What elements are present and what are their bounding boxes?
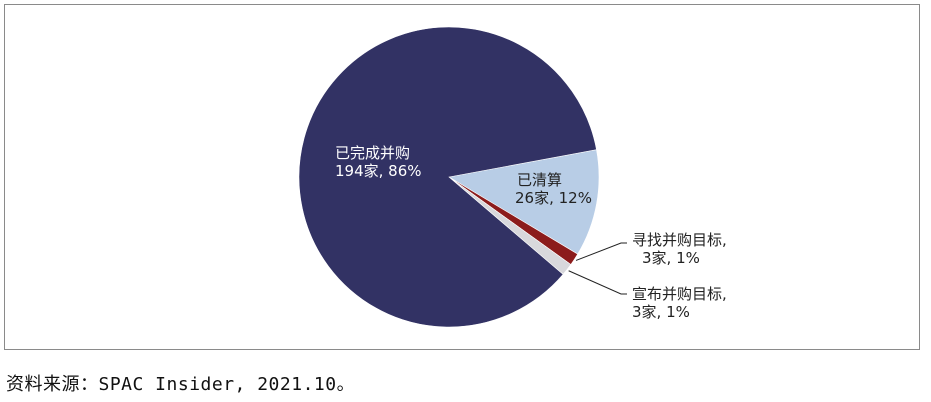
slice-label-announced: 宣布并购目标, <box>632 285 727 303</box>
pie-slice-liquidated <box>448 149 600 255</box>
pie-slices <box>298 26 600 328</box>
slice-label-completed: 已完成并购 <box>335 144 410 162</box>
leader-line-searching <box>575 242 627 261</box>
source-note: 资料来源：SPAC Insider, 2021.10。 <box>6 374 356 395</box>
slice-label-searching: 寻找并购目标, <box>632 231 727 249</box>
slice-value-searching: 3家, 1% <box>642 249 700 267</box>
slice-label-liquidated: 已清算 <box>517 171 562 189</box>
chart-frame: 已完成并购 194家, 86% 已清算 26家, 12% 寻找并购目标, 3家,… <box>4 4 920 350</box>
slice-value-liquidated: 26家, 12% <box>515 189 592 207</box>
leader-lines <box>568 242 627 295</box>
leader-line-announced <box>568 270 627 295</box>
slice-value-announced: 3家, 1% <box>632 303 690 321</box>
slice-value-completed: 194家, 86% <box>335 162 422 180</box>
pie-chart: 已完成并购 194家, 86% 已清算 26家, 12% 寻找并购目标, 3家,… <box>298 26 727 328</box>
pie-slice-completed <box>298 26 597 328</box>
